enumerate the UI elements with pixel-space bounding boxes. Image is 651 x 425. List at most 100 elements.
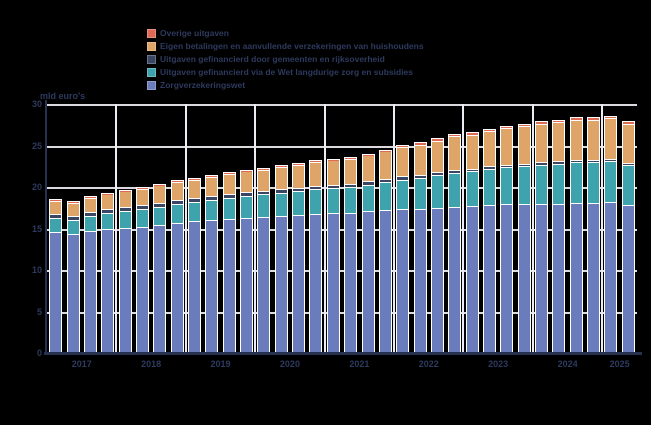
- bar-segment-teal[interactable]: [414, 178, 426, 209]
- stacked-bar-2018-K4[interactable]: [170, 180, 184, 354]
- stacked-bar-2022-K1[interactable]: [396, 144, 410, 353]
- bar-segment-blue[interactable]: [605, 202, 617, 353]
- stacked-bar-2020-K4[interactable]: [309, 160, 323, 353]
- bar-segment-navy[interactable]: [136, 206, 148, 210]
- stacked-bar-2023-K4[interactable]: [517, 123, 531, 353]
- stacked-bar-2023-K1[interactable]: [465, 132, 479, 353]
- bar-segment-teal[interactable]: [605, 162, 617, 202]
- bar-segment-blue[interactable]: [518, 205, 530, 353]
- bar-segment-orange[interactable]: [622, 124, 634, 163]
- bar-segment-orange[interactable]: [536, 124, 548, 163]
- bar-segment-orange[interactable]: [136, 189, 148, 206]
- bar-segment-blue[interactable]: [345, 213, 357, 353]
- bar-segment-blue[interactable]: [588, 203, 600, 353]
- bar-segment-teal[interactable]: [622, 166, 634, 206]
- bar-segment-red[interactable]: [605, 116, 617, 119]
- bar-segment-orange[interactable]: [206, 178, 218, 197]
- stacked-bar-2023-K2[interactable]: [483, 128, 496, 353]
- bar-segment-red[interactable]: [171, 181, 183, 182]
- bar-segment-orange[interactable]: [50, 201, 62, 215]
- bar-segment-orange[interactable]: [605, 119, 617, 159]
- bar-segment-orange[interactable]: [466, 135, 478, 169]
- bar-segment-blue[interactable]: [362, 212, 374, 353]
- bar-segment-blue[interactable]: [449, 207, 461, 353]
- bar-segment-blue[interactable]: [241, 218, 253, 353]
- bar-segment-navy[interactable]: [102, 210, 114, 214]
- bar-segment-blue[interactable]: [397, 210, 409, 353]
- bar-segment-blue[interactable]: [189, 222, 200, 353]
- bar-segment-navy[interactable]: [84, 212, 96, 216]
- bar-segment-red[interactable]: [484, 129, 495, 132]
- bar-segment-orange[interactable]: [362, 156, 374, 182]
- bar-segment-orange[interactable]: [327, 161, 339, 185]
- bar-segment-navy[interactable]: [345, 184, 357, 187]
- bar-segment-orange[interactable]: [241, 172, 253, 192]
- bar-segment-orange[interactable]: [67, 203, 79, 216]
- bar-segment-blue[interactable]: [484, 206, 495, 353]
- bar-segment-blue[interactable]: [206, 221, 218, 353]
- bar-segment-teal[interactable]: [518, 167, 530, 205]
- bar-segment-orange[interactable]: [223, 174, 235, 194]
- bar-segment-teal[interactable]: [484, 169, 495, 206]
- bar-segment-blue[interactable]: [171, 224, 183, 354]
- bar-segment-blue[interactable]: [136, 227, 148, 354]
- bar-segment-teal[interactable]: [379, 183, 391, 211]
- bar-segment-teal[interactable]: [362, 185, 374, 212]
- stacked-bar-2021-K3[interactable]: [361, 153, 375, 353]
- bar-segment-orange[interactable]: [154, 186, 166, 203]
- bar-segment-blue[interactable]: [310, 215, 322, 353]
- bar-segment-blue[interactable]: [536, 204, 548, 353]
- bar-segment-red[interactable]: [102, 193, 114, 195]
- legend-item[interactable]: Uitgaven gefinancierd via de Wet langdur…: [147, 66, 424, 79]
- bar-segment-blue[interactable]: [431, 208, 443, 353]
- bar-segment-orange[interactable]: [449, 137, 461, 170]
- bar-segment-teal[interactable]: [397, 180, 409, 210]
- bar-segment-red[interactable]: [588, 118, 600, 120]
- stacked-bar-2017-K2[interactable]: [66, 201, 80, 354]
- stacked-bar-2021-K4[interactable]: [378, 149, 392, 353]
- bar-segment-teal[interactable]: [449, 173, 461, 207]
- bar-segment-teal[interactable]: [136, 210, 148, 227]
- bar-segment-teal[interactable]: [293, 192, 305, 216]
- bar-segment-blue[interactable]: [119, 228, 131, 354]
- bar-segment-navy[interactable]: [449, 170, 461, 173]
- bar-segment-navy[interactable]: [484, 167, 495, 169]
- bar-segment-red[interactable]: [154, 184, 166, 186]
- stacked-bar-2022-K4[interactable]: [448, 133, 462, 353]
- bar-segment-blue[interactable]: [414, 209, 426, 353]
- stacked-bar-2020-K3[interactable]: [292, 162, 306, 353]
- bar-segment-teal[interactable]: [154, 207, 166, 225]
- stacked-bar-2024-K4[interactable]: [587, 117, 601, 353]
- bar-segment-red[interactable]: [136, 188, 148, 189]
- bar-segment-navy[interactable]: [189, 198, 200, 202]
- bar-segment-teal[interactable]: [102, 214, 114, 230]
- bar-segment-red[interactable]: [501, 126, 513, 129]
- bar-segment-navy[interactable]: [50, 215, 62, 219]
- bar-segment-navy[interactable]: [119, 207, 131, 211]
- bar-segment-red[interactable]: [275, 166, 287, 168]
- legend-item[interactable]: Eigen betalingen en aanvullende verzeker…: [147, 40, 424, 53]
- bar-segment-blue[interactable]: [293, 216, 305, 353]
- bar-segment-navy[interactable]: [171, 201, 183, 205]
- bar-segment-red[interactable]: [241, 170, 253, 172]
- bar-segment-orange[interactable]: [119, 192, 131, 207]
- bar-segment-red[interactable]: [258, 168, 270, 170]
- bar-segment-teal[interactable]: [171, 205, 183, 224]
- stacked-bar-2023-K3[interactable]: [500, 125, 514, 353]
- stacked-bar-2019-K3[interactable]: [222, 172, 236, 353]
- bar-segment-teal[interactable]: [310, 190, 322, 215]
- bar-segment-blue[interactable]: [466, 207, 478, 353]
- stacked-bar-2017-K1[interactable]: [49, 199, 63, 354]
- bar-segment-teal[interactable]: [50, 219, 62, 233]
- bar-segment-orange[interactable]: [553, 123, 565, 162]
- bar-segment-navy[interactable]: [414, 175, 426, 178]
- bar-segment-orange[interactable]: [570, 120, 582, 160]
- bar-segment-orange[interactable]: [171, 182, 183, 201]
- bar-segment-navy[interactable]: [67, 216, 79, 221]
- stacked-bar-2019-K4[interactable]: [240, 169, 254, 353]
- bar-segment-navy[interactable]: [310, 187, 322, 190]
- bar-segment-blue[interactable]: [258, 217, 270, 353]
- bar-segment-navy[interactable]: [431, 173, 443, 176]
- bar-segment-red[interactable]: [414, 143, 426, 145]
- bar-segment-teal[interactable]: [275, 193, 287, 217]
